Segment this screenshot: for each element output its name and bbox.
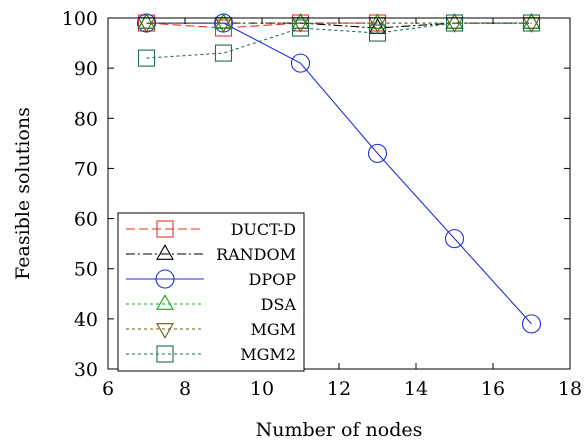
legend-marker-dpop: [155, 269, 175, 289]
x-tick-label: 12: [327, 378, 351, 400]
legend-label-dsa: DSA: [261, 295, 297, 314]
legend-entry-duct-d: DUCT-D: [126, 220, 296, 239]
legend-marker-mgm2: [156, 345, 174, 363]
legend-label-mgm: MGM: [250, 320, 296, 339]
data-point-mgm2: [445, 14, 464, 32]
legend-entry-random: RANDOM: [126, 244, 296, 264]
legend-label-mgm2: MGM2: [240, 345, 296, 364]
x-tick-label: 16: [481, 378, 505, 400]
legend-marker-random: [156, 244, 174, 260]
data-point-mgm2: [214, 44, 233, 62]
data-point-dsa: [522, 13, 541, 29]
data-point-dsa: [368, 13, 387, 29]
legend-label-random: RANDOM: [216, 245, 296, 264]
legend-marker-dsa: [156, 294, 174, 310]
plot-area: [136, 13, 542, 334]
y-tick-label: 50: [74, 259, 98, 281]
data-point-mgm2: [291, 19, 310, 37]
data-point-dpop: [521, 314, 542, 334]
x-tick-label: 8: [179, 378, 191, 400]
x-tick-label: 10: [250, 378, 274, 400]
data-point-mgm2: [137, 49, 156, 67]
legend-marker-duct-d: [156, 220, 174, 238]
y-tick-label: 30: [74, 359, 98, 381]
x-axis-title: Number of nodes: [256, 419, 423, 441]
legend-label-duct-d: DUCT-D: [231, 220, 296, 239]
series-line-mgm2: [146, 22, 532, 59]
legend: DUCT-D RANDOM DPOP DSA MGM MGM2: [117, 212, 305, 372]
data-point-dsa: [214, 13, 233, 29]
y-tick-label: 100: [62, 8, 98, 30]
y-tick-label: 80: [74, 108, 98, 130]
legend-entry-mgm: MGM: [126, 320, 296, 339]
legend-marker-mgm: [156, 323, 174, 339]
data-point-mgm2: [368, 24, 387, 42]
data-point-dpop: [367, 143, 388, 163]
x-tick-label: 14: [404, 378, 428, 400]
x-tick-label: 6: [102, 378, 114, 400]
legend-entry-dpop: DPOP: [126, 269, 297, 289]
legend-label-dpop: DPOP: [249, 270, 297, 289]
legend-entry-dsa: DSA: [126, 294, 297, 314]
y-axis-title: Feasible solutions: [12, 107, 34, 280]
data-point-dsa: [137, 13, 156, 29]
legend-box: [117, 212, 305, 372]
y-tick-label: 40: [74, 309, 98, 331]
x-tick-label: 18: [558, 378, 582, 400]
legend-entry-mgm2: MGM2: [126, 345, 296, 364]
tick-labels: 6 8 10 12 14 16 18 30 40 50 60 70 80 90 100: [62, 8, 582, 400]
data-point-dsa: [445, 13, 464, 29]
y-tick-label: 70: [74, 158, 98, 180]
series-mgm2: [137, 14, 541, 67]
data-point-dpop: [444, 229, 465, 249]
y-tick-label: 60: [74, 209, 98, 231]
series-line-dpop: [146, 22, 532, 325]
data-point-mgm2: [522, 14, 541, 32]
y-tick-label: 90: [74, 58, 98, 80]
data-point-dpop: [290, 53, 311, 73]
